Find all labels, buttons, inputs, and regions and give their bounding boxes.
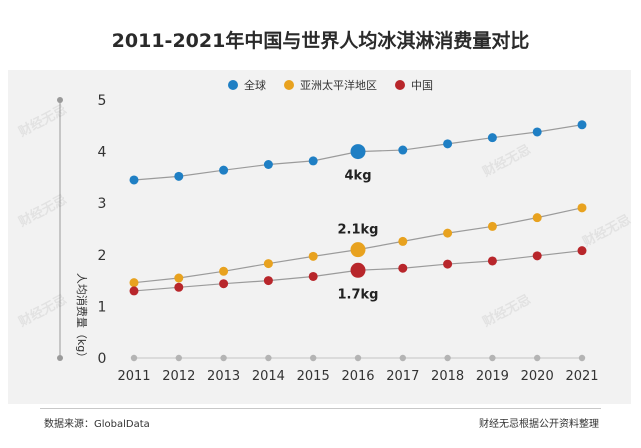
- data-point: [174, 282, 184, 292]
- x-axis-point: [265, 354, 272, 362]
- data-point: [532, 213, 542, 223]
- x-tick-label: 2021: [565, 369, 598, 384]
- y-tick-label: 5: [98, 93, 107, 109]
- y-axis-cap: [57, 355, 63, 361]
- x-axis-point: [399, 354, 406, 362]
- data-label: 4kg: [345, 169, 372, 184]
- data-point: [532, 251, 542, 261]
- legend-item-asia-pacific: 亚洲太平洋地区: [284, 77, 377, 93]
- chart-title: 2011-2021年中国与世界人均冰淇淋消费量对比: [111, 30, 530, 52]
- data-point: [129, 175, 139, 185]
- y-tick-label: 1: [98, 299, 107, 315]
- x-tick-label: 2014: [252, 369, 285, 384]
- data-point: [263, 160, 273, 169]
- y-tick-label: 4: [98, 145, 107, 161]
- source-note: 数据来源：GlobalData: [44, 419, 150, 430]
- data-point: [219, 279, 229, 289]
- data-point: [487, 221, 497, 231]
- y-tick-label: 3: [98, 196, 107, 212]
- x-tick-label: 2015: [297, 369, 330, 384]
- x-tick-label: 2013: [207, 369, 240, 384]
- data-point: [129, 286, 139, 296]
- data-point: [398, 145, 408, 155]
- footer-divider: [40, 408, 601, 409]
- x-tick-label: 2016: [341, 369, 374, 384]
- x-tick-label: 2018: [431, 369, 464, 384]
- data-label: 2.1kg: [338, 223, 379, 238]
- chart-legend: 全球 亚洲太平洋地区 中国: [228, 77, 433, 93]
- x-tick-label: 2019: [476, 369, 509, 384]
- data-label: 1.7kg: [338, 287, 379, 302]
- data-point: [219, 165, 229, 175]
- credit-note: 财经无忌根据公开资料整理: [479, 419, 599, 430]
- legend-label-global: 全球: [244, 79, 266, 92]
- y-tick-label: 2: [98, 248, 107, 264]
- data-point: [308, 251, 318, 261]
- legend-item-china: 中国: [395, 77, 433, 93]
- data-point: [398, 236, 408, 246]
- x-axis-point: [534, 354, 541, 362]
- data-point: [129, 278, 139, 288]
- legend-dot-asia-pacific: [284, 80, 294, 90]
- data-point: [443, 139, 453, 149]
- y-tick-label: 0: [98, 351, 107, 367]
- legend-dot-global: [228, 80, 238, 90]
- legend-dot-china: [395, 80, 405, 90]
- x-axis-point: [310, 354, 317, 362]
- data-point: [174, 171, 184, 181]
- data-point: [487, 133, 497, 143]
- data-point: [263, 276, 273, 286]
- x-axis-point: [130, 354, 138, 362]
- data-point: [577, 120, 587, 130]
- x-axis-point: [578, 354, 586, 362]
- highlight-point: [350, 242, 366, 258]
- legend-item-global: 全球: [228, 77, 266, 93]
- data-point: [263, 259, 273, 269]
- x-axis-point: [444, 354, 451, 362]
- legend-label-asia-pacific: 亚洲太平洋地区: [300, 79, 377, 92]
- data-point: [308, 271, 318, 281]
- data-point: [487, 256, 497, 266]
- highlight-point: [350, 262, 366, 278]
- x-axis-point: [354, 354, 362, 362]
- data-point: [577, 246, 587, 256]
- data-point: [443, 228, 453, 238]
- y-axis-title: 人均消费量（kg）: [75, 273, 89, 363]
- data-point: [174, 273, 184, 283]
- highlight-point: [350, 144, 366, 160]
- x-axis-point: [489, 354, 496, 362]
- x-axis-point: [175, 354, 182, 362]
- chart-background: [8, 70, 631, 404]
- data-point: [577, 203, 587, 213]
- data-point: [398, 263, 408, 273]
- x-axis-point: [220, 354, 227, 362]
- x-tick-label: 2020: [521, 369, 554, 384]
- legend-label-china: 中国: [411, 79, 433, 92]
- x-tick-label: 2017: [386, 369, 419, 384]
- y-axis-cap: [57, 97, 63, 103]
- x-tick-label: 2011: [117, 369, 150, 384]
- data-point: [443, 259, 453, 269]
- data-point: [308, 156, 318, 166]
- data-point: [219, 266, 229, 276]
- data-point: [532, 127, 542, 137]
- x-tick-label: 2012: [162, 369, 195, 384]
